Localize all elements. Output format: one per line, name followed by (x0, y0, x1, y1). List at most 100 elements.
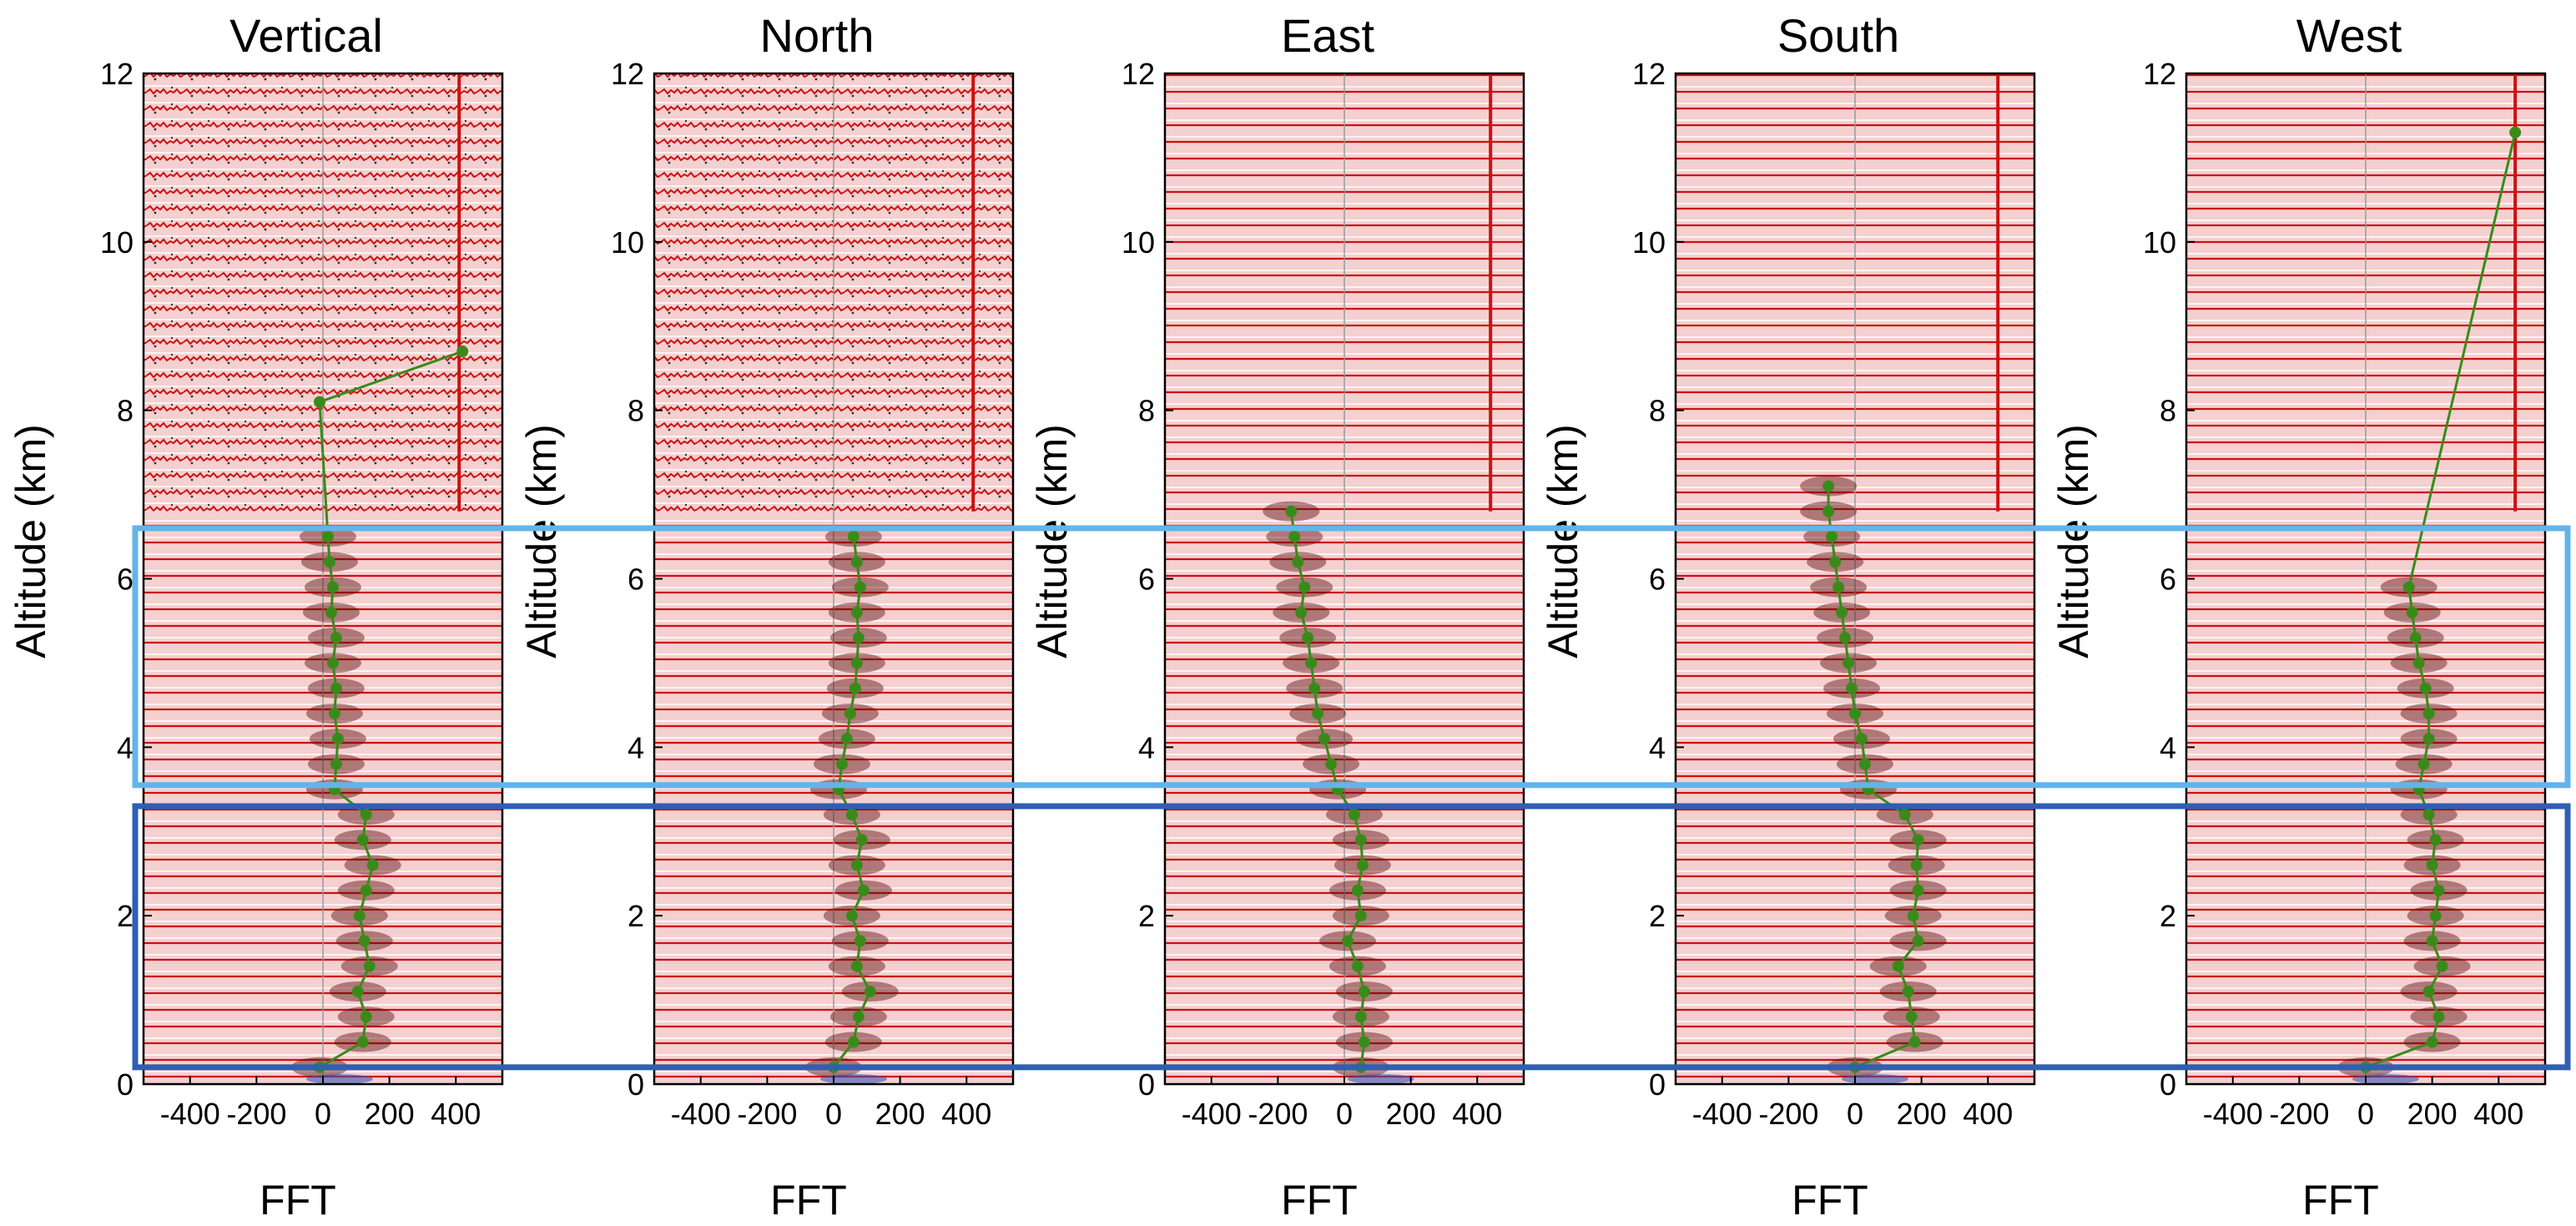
x-tick-label: -200 (226, 1097, 286, 1131)
peak-marker (2417, 758, 2430, 770)
peak-marker (1912, 884, 1924, 896)
peak-marker (1826, 531, 1838, 543)
y-tick-label: 0 (628, 1067, 644, 1102)
peak-marker (2426, 859, 2438, 871)
y-tick-label: 4 (117, 730, 134, 764)
peak-marker (1358, 985, 1370, 997)
peak-line (832, 536, 872, 1068)
peak-marker (1849, 707, 1861, 719)
y-tick-label: 2 (2160, 899, 2176, 933)
peak-marker (845, 809, 858, 821)
y-tick-label: 0 (1649, 1067, 1666, 1102)
x-tick-label: 400 (941, 1097, 991, 1131)
peak-marker (850, 859, 863, 871)
peak-marker (351, 985, 364, 997)
peak-marker (2509, 126, 2522, 139)
peak-marker (854, 935, 866, 947)
x-tick-label: -400 (1692, 1097, 1752, 1131)
x-tick-label: 200 (365, 1097, 415, 1131)
peak-marker (328, 707, 340, 719)
x-axis-label: FFT (1792, 1177, 1868, 1223)
peak-marker (1910, 859, 1923, 871)
peak-marker (1907, 910, 1919, 922)
peak-marker (314, 396, 326, 408)
peak-marker (2429, 910, 2442, 922)
peak-marker (2429, 834, 2442, 846)
x-tick-label: -400 (1182, 1097, 1242, 1131)
peak-marker (1912, 834, 1924, 846)
peak-marker (840, 733, 853, 745)
peak-marker (850, 606, 863, 618)
ground-clutter (1347, 1074, 1414, 1084)
peak-marker (1292, 556, 1304, 568)
peak-marker (855, 834, 868, 846)
peak-marker (1354, 834, 1367, 846)
peak-marker (1855, 733, 1868, 745)
y-axis-label: Altitude (km) (2050, 424, 2097, 658)
panel-title: West (2296, 9, 2402, 62)
y-tick-label: 10 (1122, 225, 1155, 260)
y-tick-label: 8 (628, 394, 644, 428)
x-axis-label: FFT (770, 1177, 847, 1223)
x-tick-label: -400 (671, 1097, 731, 1131)
peak-marker (1288, 531, 1301, 543)
peak-marker (1351, 884, 1364, 896)
x-axis-label: FFT (260, 1177, 336, 1223)
panel-title: Vertical (229, 9, 383, 62)
peak-marker (323, 556, 335, 568)
peak-marker (2426, 1036, 2438, 1048)
x-axis-label: FFT (2302, 1177, 2379, 1223)
peak-marker (844, 707, 856, 719)
peak-marker (1298, 581, 1311, 593)
panel-title: North (760, 9, 875, 62)
peak-marker (1348, 809, 1360, 821)
peak-marker (847, 531, 860, 543)
peak-marker (1822, 505, 1835, 517)
y-tick-label: 2 (628, 899, 644, 933)
peak-marker (1858, 758, 1871, 770)
peak-marker (1912, 935, 1924, 947)
peak-marker (1829, 556, 1842, 568)
y-tick-label: 2 (1649, 899, 1666, 933)
panel-title: South (1777, 9, 1899, 62)
x-tick-label: 0 (1847, 1097, 1863, 1131)
peak-marker (358, 935, 371, 947)
peak-marker (1305, 657, 1318, 669)
y-tick-label: 12 (100, 57, 134, 91)
y-tick-label: 4 (2160, 730, 2176, 764)
y-tick-label: 6 (628, 563, 644, 597)
panel-north: 0 2 4 6 8 10 12 -400 -200 0 200 400 North FFT Altitude… (518, 9, 1015, 1223)
highlight-box-upper (132, 525, 2571, 789)
x-tick-label: 0 (1336, 1097, 1353, 1131)
ground-clutter (819, 1074, 887, 1084)
peak-marker (330, 682, 342, 694)
y-tick-label: 4 (1649, 730, 1666, 764)
y-tick-label: 8 (2160, 394, 2176, 428)
x-tick-label: 400 (2473, 1097, 2523, 1131)
peak-marker (2422, 707, 2435, 719)
peak-marker (864, 985, 876, 997)
y-tick-label: 8 (1138, 394, 1155, 428)
y-tick-label: 2 (117, 899, 134, 933)
peak-marker (1843, 657, 1855, 669)
x-tick-label: 400 (1963, 1097, 2013, 1131)
peak-marker (1308, 682, 1321, 694)
ground-clutter (1841, 1074, 1908, 1084)
peak-marker (360, 809, 372, 821)
x-tick-label: -400 (2203, 1097, 2263, 1131)
peak-marker (1318, 733, 1331, 745)
peak-marker (854, 581, 866, 593)
y-tick-label: 6 (1649, 563, 1666, 597)
x-tick-label: -200 (1758, 1097, 1818, 1131)
peak-marker (360, 884, 372, 896)
peak-marker (2422, 985, 2435, 997)
y-tick-label: 2 (1138, 899, 1155, 933)
peak-marker (1351, 960, 1364, 972)
peak-marker (325, 606, 337, 618)
y-tick-label: 4 (628, 730, 644, 764)
peak-marker (1285, 505, 1298, 517)
peak-marker (331, 733, 344, 745)
y-tick-label: 0 (1138, 1067, 1155, 1102)
peak-marker (1902, 985, 1914, 997)
panel-vertical: 0 2 4 6 8 10 12 -400 -200 0 200 400 Vertical FFT Altit… (8, 9, 504, 1223)
